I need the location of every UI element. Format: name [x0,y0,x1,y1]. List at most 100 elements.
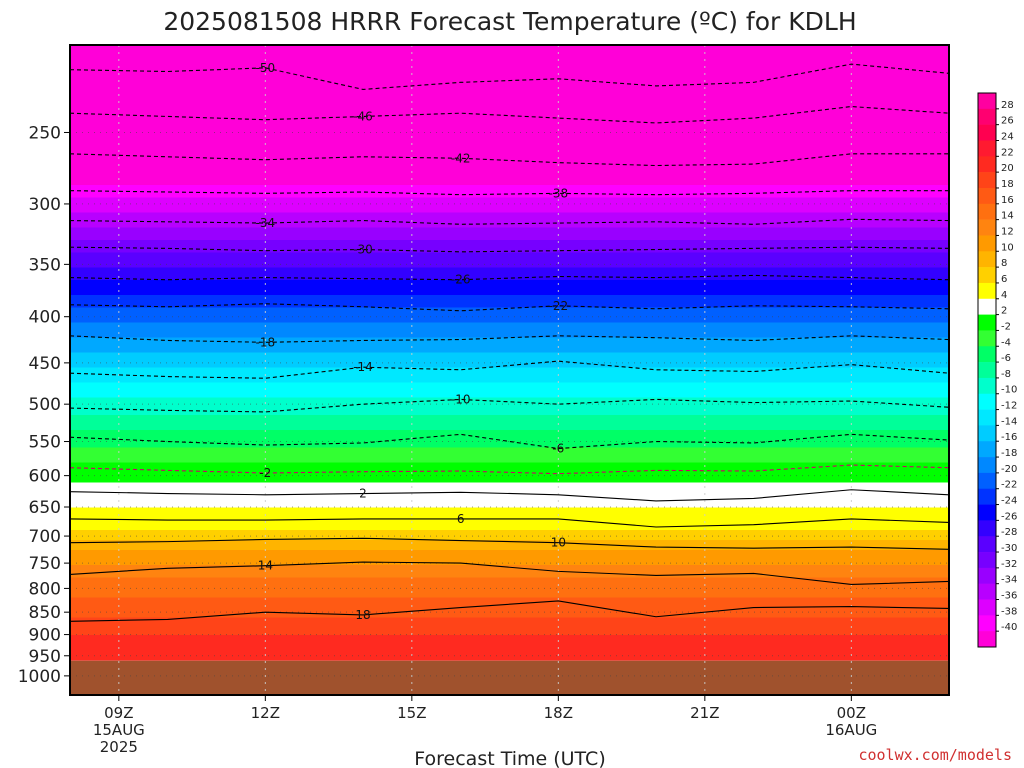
temperature-band [70,622,949,626]
temperature-band [70,320,949,324]
temperature-band [70,300,949,304]
temperature-band [70,327,949,331]
contour-label: 18 [355,608,370,622]
temperature-band [70,197,949,201]
temperature-band [70,190,949,194]
temperature-band [70,257,949,261]
temperature-band [70,635,949,639]
x-axis-label: Forecast Time (UTC) [414,748,605,768]
colorbar-label: -20 [1001,464,1017,475]
temperature-band [70,67,949,71]
colorbar-swatch [978,599,996,616]
temperature-band [70,437,949,441]
contour-line [70,489,949,502]
temperature-band [70,222,949,226]
temperature-band [70,115,949,119]
colorbar-swatch [978,536,996,553]
colorbar-label: 2 [1001,306,1007,317]
temperature-band [70,215,949,219]
temperature-band [70,127,949,131]
x-tick-label: 16AUG [825,721,877,739]
colorbar-label: -30 [1001,543,1017,554]
y-tick-label: 600 [29,467,61,487]
colorbar-swatch [978,520,996,537]
temperature-band [70,642,949,646]
temperature-band [70,307,949,311]
temperature-band [70,435,949,439]
temperature-band [70,442,949,446]
temperature-band [70,612,949,616]
temperature-band [70,455,949,459]
temperature-band [70,415,949,419]
temperature-band [70,607,949,611]
temperature-band [70,225,949,229]
temperature-band [70,525,949,529]
temperature-band [70,537,949,541]
temperature-band [70,457,949,461]
contour-line [70,518,949,528]
colorbar-label: -36 [1001,591,1017,602]
temperature-band [70,417,949,421]
temperature-band [70,185,949,189]
temperature-band [70,355,949,359]
temperature-band [70,605,949,609]
contour-label: -42 [451,151,471,165]
colorbar-swatch [978,631,996,648]
temperature-band [70,432,949,436]
contour-line [70,561,949,586]
temperature-band [70,535,949,539]
temperature-band [70,490,949,494]
temperature-band [70,577,949,581]
colorbar-label: 10 [1001,242,1014,253]
colorbar-swatch [978,108,996,125]
temperature-band [70,582,949,586]
temperature-band [70,240,949,244]
contour-label: -26 [451,273,471,287]
colorbar-label: 6 [1001,274,1007,285]
temperature-band [70,195,949,199]
colorbar-label: -8 [1001,369,1011,380]
temperature-band [70,555,949,559]
colorbar-label: 4 [1001,290,1007,301]
temperature-band [70,405,949,409]
temperature-band [70,72,949,76]
temperature-band [70,647,949,651]
temperature-band [70,217,949,221]
temperature-band [70,170,949,174]
contour-label: -46 [353,109,373,123]
temperature-band [70,452,949,456]
colorbar-label: 26 [1001,116,1014,127]
contour-label: -6 [552,442,564,456]
temperature-band [70,412,949,416]
contour-label: 14 [258,559,273,573]
temperature-band [70,630,949,634]
temperature-band [70,230,949,234]
temperature-band [70,450,949,454]
temperature-band [70,422,949,426]
colorbar-label: -34 [1001,575,1017,586]
colorbar-swatch [978,472,996,490]
x-tick-label: 12Z [251,704,280,722]
temperature-band [70,350,949,354]
colorbar-swatch [978,314,996,331]
temperature-band [70,567,949,571]
colorbar-label: -2 [1001,321,1011,332]
temperature-band [70,322,949,326]
temperature-band [70,125,949,129]
temperature-band [70,580,949,584]
temperature-band [70,550,949,554]
colorbar-label: 18 [1001,179,1014,190]
temperature-band [70,95,949,99]
temperature-band [70,472,949,476]
contour-label: -2 [259,466,271,480]
colorbar-label: -6 [1001,353,1011,364]
temperature-band [70,272,949,276]
contour-line [70,63,949,90]
temperature-band [70,365,949,369]
colorbar-swatch [978,172,996,189]
contour-label: -22 [549,299,569,313]
temperature-band [70,645,949,649]
temperature-band [70,527,949,531]
